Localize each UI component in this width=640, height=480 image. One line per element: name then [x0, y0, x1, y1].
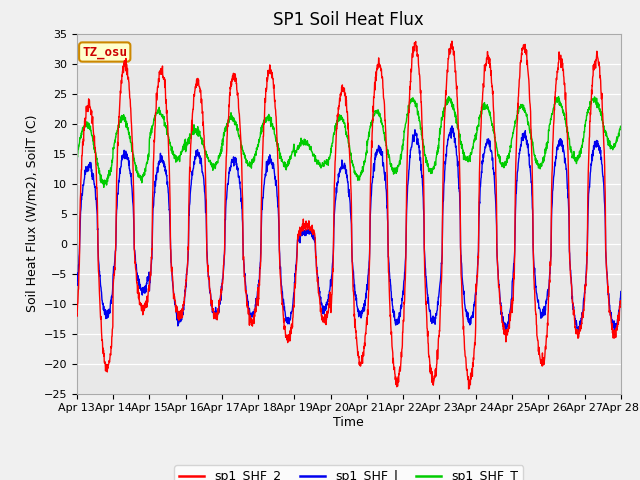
sp1_SHF_l — [617, 288, 625, 294]
sp1_SHF_l — [365, 272, 372, 278]
Text: TZ_osu: TZ_osu — [82, 46, 127, 59]
sp1_SHF_T — [100, 184, 108, 190]
sp1_SHF_2 — [448, 38, 456, 44]
Legend: sp1_SHF_2, sp1_SHF_l, sp1_SHF_T: sp1_SHF_2, sp1_SHF_l, sp1_SHF_T — [174, 465, 524, 480]
sp1_SHF_T — [73, 155, 81, 160]
sp1_SHF_l — [448, 123, 456, 129]
sp1_SHF_T — [507, 144, 515, 150]
sp1_SHF_2 — [584, 168, 592, 174]
sp1_SHF_T — [376, 115, 384, 121]
Line: sp1_SHF_2: sp1_SHF_2 — [77, 41, 621, 389]
sp1_SHF_2 — [570, 301, 577, 307]
sp1_SHF_l — [73, 281, 81, 287]
sp1_SHF_2 — [73, 311, 81, 317]
sp1_SHF_2 — [365, 299, 372, 305]
sp1_SHF_l — [376, 146, 384, 152]
sp1_SHF_T — [365, 132, 372, 138]
Y-axis label: Soil Heat Flux (W/m2), SoilT (C): Soil Heat Flux (W/m2), SoilT (C) — [25, 115, 38, 312]
Line: sp1_SHF_l: sp1_SHF_l — [77, 126, 621, 332]
sp1_SHF_T — [570, 153, 577, 159]
sp1_SHF_T — [555, 94, 563, 99]
Line: sp1_SHF_T: sp1_SHF_T — [77, 96, 621, 187]
sp1_SHF_l — [507, 302, 515, 308]
X-axis label: Time: Time — [333, 416, 364, 429]
sp1_SHF_l — [225, 176, 232, 182]
Title: SP1 Soil Heat Flux: SP1 Soil Heat Flux — [273, 11, 424, 29]
sp1_SHF_2 — [225, 116, 232, 122]
sp1_SHF_l — [584, 202, 592, 208]
sp1_SHF_l — [569, 300, 577, 306]
sp1_SHF_2 — [508, 302, 515, 308]
sp1_SHF_T — [225, 120, 232, 126]
sp1_SHF_2 — [376, 62, 384, 68]
sp1_SHF_l — [574, 329, 582, 335]
sp1_SHF_T — [617, 123, 625, 129]
sp1_SHF_2 — [617, 298, 625, 304]
sp1_SHF_T — [584, 108, 592, 114]
sp1_SHF_2 — [465, 386, 472, 392]
